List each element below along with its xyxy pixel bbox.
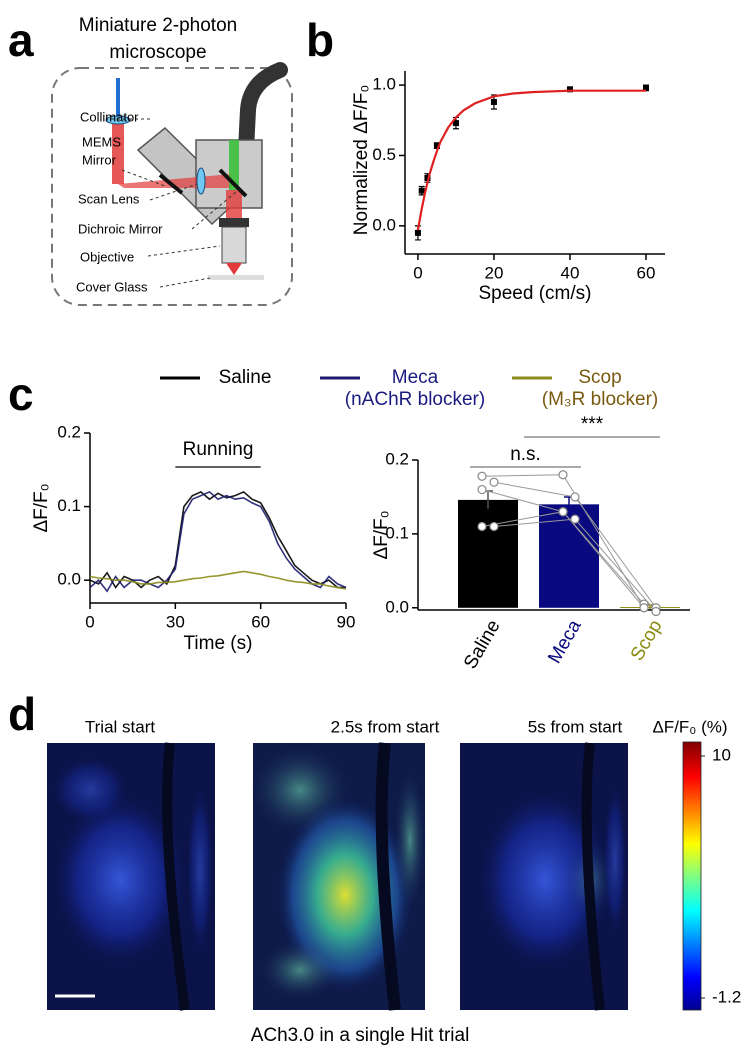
significance-label: n.s.: [510, 444, 541, 465]
bar: [458, 499, 518, 608]
panel-label: c: [8, 368, 34, 420]
data-point: [424, 174, 431, 181]
x-tick-label: 60: [637, 263, 656, 282]
scan-lens: [196, 167, 206, 195]
caption: ACh3.0 in a single Hit trial: [251, 1025, 470, 1046]
data-point: [566, 86, 573, 93]
green-beam: [229, 140, 239, 190]
component-label: Scan Lens: [78, 191, 140, 206]
y-axis-label: Normalized ΔF/F₀: [351, 85, 372, 235]
beam: [226, 190, 242, 220]
image-title: Trial start: [85, 717, 155, 736]
legend-label: (M₃R blocker): [542, 389, 658, 410]
diagram-frame: [51, 67, 293, 306]
objective-ring: [219, 218, 249, 227]
data-point: [433, 142, 440, 149]
significance-label: ***: [581, 414, 604, 435]
legend-label: Meca: [392, 367, 439, 388]
y-tick-label: 0.2: [57, 422, 81, 441]
image: [460, 742, 628, 1011]
y-tick-label: 0.0: [57, 570, 81, 589]
data-point: [418, 187, 425, 194]
annotation: Running: [183, 439, 254, 460]
subject-point: [489, 477, 499, 487]
series-line: [89, 490, 346, 589]
colorbar-label: ΔF/F₀ (%): [652, 717, 727, 736]
subject-point: [477, 484, 487, 495]
colorbar-tick-label: -1.2: [712, 987, 741, 1006]
x-tick-label: 0: [85, 612, 94, 631]
subject-point: [570, 492, 580, 502]
beam: [112, 122, 124, 184]
x-tick-label: 60: [251, 612, 270, 631]
subject-point: [558, 470, 568, 480]
x-tick-label: 0: [413, 263, 422, 282]
y-tick-label: 0.1: [385, 523, 409, 542]
component-label: Dichroic Mirror: [78, 221, 163, 236]
x-tick-label: Scop: [627, 617, 667, 665]
y-tick-label: 0.2: [385, 449, 409, 468]
data-point: [642, 84, 649, 91]
dichroic-mirror: [218, 168, 248, 198]
data-point: [414, 229, 421, 236]
y-axis-label: ΔF/F₀: [371, 510, 392, 559]
x-axis-label: Speed (cm/s): [479, 283, 592, 304]
x-axis-label: Time (s): [184, 633, 253, 654]
diagram-title: microscope: [109, 42, 206, 63]
y-tick-label: 0.1: [57, 496, 81, 515]
series-line: [89, 490, 347, 593]
legend-label: Scop: [578, 367, 621, 388]
fit-line: [416, 89, 646, 231]
x-tick-label: Saline: [460, 617, 505, 673]
component-label: Mirror: [82, 152, 117, 167]
panel-label: b: [306, 14, 334, 66]
cable: [238, 62, 288, 158]
subject-point: [477, 521, 487, 532]
y-tick-label: 0.5: [372, 145, 396, 164]
x-tick-label: Meca: [544, 616, 586, 667]
component-label: Cover Glass: [76, 279, 148, 294]
panel-label: a: [8, 14, 34, 66]
collimator: [105, 115, 131, 125]
image-title: 2.5s from start: [331, 717, 440, 736]
component-label: Objective: [80, 249, 134, 264]
y-tick-label: 0.0: [372, 215, 396, 234]
subject-point: [639, 603, 649, 613]
series-line: [89, 570, 347, 590]
subject-point: [477, 471, 487, 481]
data-point: [490, 98, 497, 105]
x-tick-label: 90: [337, 612, 356, 631]
subject-point: [570, 514, 580, 524]
data-point: [452, 120, 459, 127]
microscope-diagram: [51, 62, 293, 306]
legend-label: Saline: [219, 367, 272, 388]
colorbar: [682, 741, 702, 1011]
component-label: Collimator: [80, 109, 139, 124]
y-tick-label: 0.0: [385, 597, 409, 616]
colorbar-tick-label: 10: [712, 745, 731, 764]
subject-point: [558, 507, 568, 517]
panel-label: d: [8, 688, 36, 740]
objective: [221, 226, 247, 264]
image: [47, 742, 215, 1011]
leader-lines: [106, 118, 237, 288]
x-tick-label: 40: [561, 263, 580, 282]
images: [47, 741, 702, 1011]
image-title: 5s from start: [528, 717, 623, 736]
diagram-title: Miniature 2-photon: [79, 15, 237, 36]
component-label: MEMS: [82, 134, 121, 149]
y-tick-label: 1.0: [372, 75, 396, 94]
subject-point: [489, 521, 499, 532]
image: [250, 742, 426, 1011]
y-axis-label: ΔF/F₀: [31, 483, 52, 532]
x-tick-label: 20: [484, 263, 503, 282]
cover-glass: [208, 275, 264, 280]
x-tick-label: 30: [166, 612, 185, 631]
subject-point: [651, 606, 661, 617]
focus: [226, 263, 242, 275]
legend-label: (nAChR blocker): [345, 389, 485, 410]
